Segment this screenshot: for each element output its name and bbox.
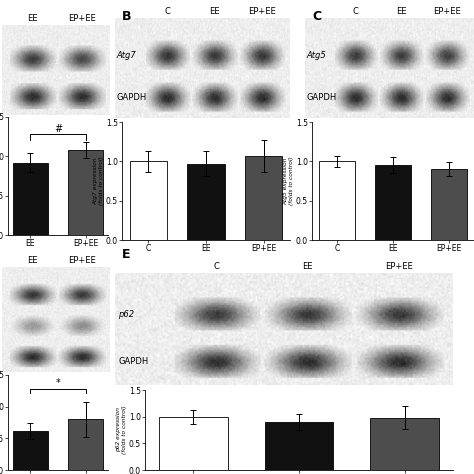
Bar <box>319 161 356 240</box>
Bar <box>12 431 48 470</box>
Text: C: C <box>353 7 358 16</box>
Y-axis label: p62 expression
(folds to control): p62 expression (folds to control) <box>116 406 127 455</box>
Text: EP+EE: EP+EE <box>68 256 96 265</box>
Text: EE: EE <box>210 7 220 16</box>
Bar <box>430 169 466 240</box>
Text: #: # <box>54 124 62 134</box>
Text: EP+EE: EP+EE <box>68 14 96 23</box>
Y-axis label: Atg5 expression
(folds to control): Atg5 expression (folds to control) <box>283 156 293 205</box>
Text: EE: EE <box>302 262 313 271</box>
Text: C: C <box>312 10 321 23</box>
Bar <box>12 163 48 235</box>
Text: GAPDH: GAPDH <box>307 92 337 101</box>
Text: p62: p62 <box>118 310 135 319</box>
Bar <box>68 150 103 235</box>
Text: EE: EE <box>27 14 38 23</box>
Text: EE: EE <box>396 7 407 16</box>
Text: EP+EE: EP+EE <box>385 262 413 271</box>
Text: EP+EE: EP+EE <box>433 7 461 16</box>
Bar <box>159 417 228 470</box>
Text: C: C <box>164 7 170 16</box>
Text: GAPDH: GAPDH <box>118 357 149 366</box>
Bar <box>375 165 411 240</box>
Bar <box>68 419 103 470</box>
Text: C: C <box>213 262 219 271</box>
Text: EP+EE: EP+EE <box>248 7 276 16</box>
Y-axis label: Atg7 expression
(folds to control): Atg7 expression (folds to control) <box>93 156 104 205</box>
Text: Atg7: Atg7 <box>117 51 137 60</box>
Text: Atg5: Atg5 <box>307 51 327 60</box>
Text: B: B <box>122 10 131 23</box>
Bar <box>264 422 333 470</box>
Bar <box>187 164 225 240</box>
Text: E: E <box>122 248 130 261</box>
Text: GAPDH: GAPDH <box>117 92 147 101</box>
Text: *: * <box>55 378 60 388</box>
Bar <box>129 161 167 240</box>
Bar <box>370 418 439 470</box>
Text: EE: EE <box>27 256 38 265</box>
Bar <box>245 156 283 240</box>
